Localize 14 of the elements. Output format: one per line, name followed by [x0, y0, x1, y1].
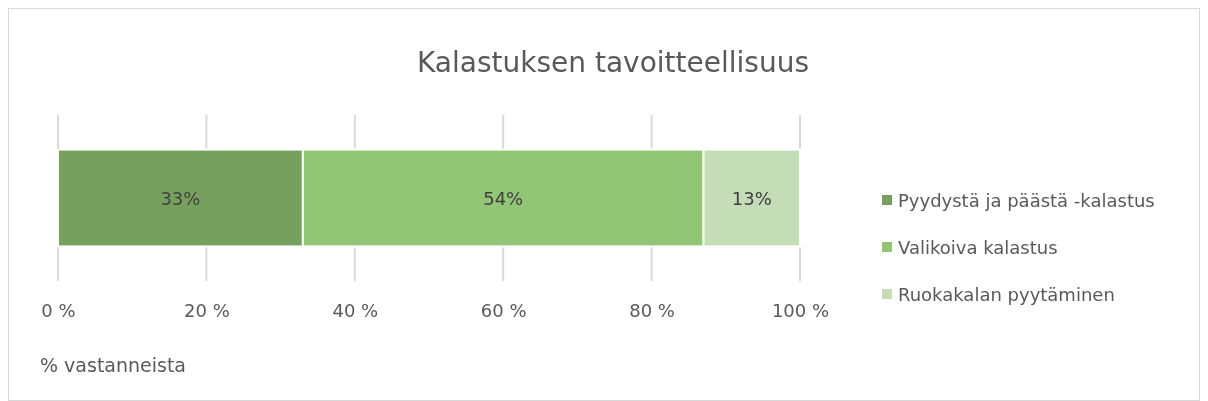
x-tick-label: 80 % — [629, 300, 675, 322]
legend-label: Ruokakalan pyytäminen — [898, 283, 1115, 305]
data-label: 13% — [731, 187, 772, 209]
x-axis-title: % vastanneista — [40, 354, 187, 376]
chart-title: Kalastuksen tavoitteellisuus — [417, 46, 809, 79]
x-tick-label: 40 % — [332, 300, 379, 322]
data-label: 54% — [483, 187, 524, 209]
legend-label: Pyydystä ja päästä -kalastus — [898, 189, 1155, 211]
data-label: 33% — [160, 187, 201, 209]
x-tick-label: 0 % — [41, 300, 76, 322]
x-tick-label: 60 % — [480, 300, 527, 322]
legend-label: Valikoiva kalastus — [898, 236, 1058, 258]
x-tick-label: 20 % — [184, 300, 230, 322]
x-tick-label: 100 % — [771, 300, 830, 322]
